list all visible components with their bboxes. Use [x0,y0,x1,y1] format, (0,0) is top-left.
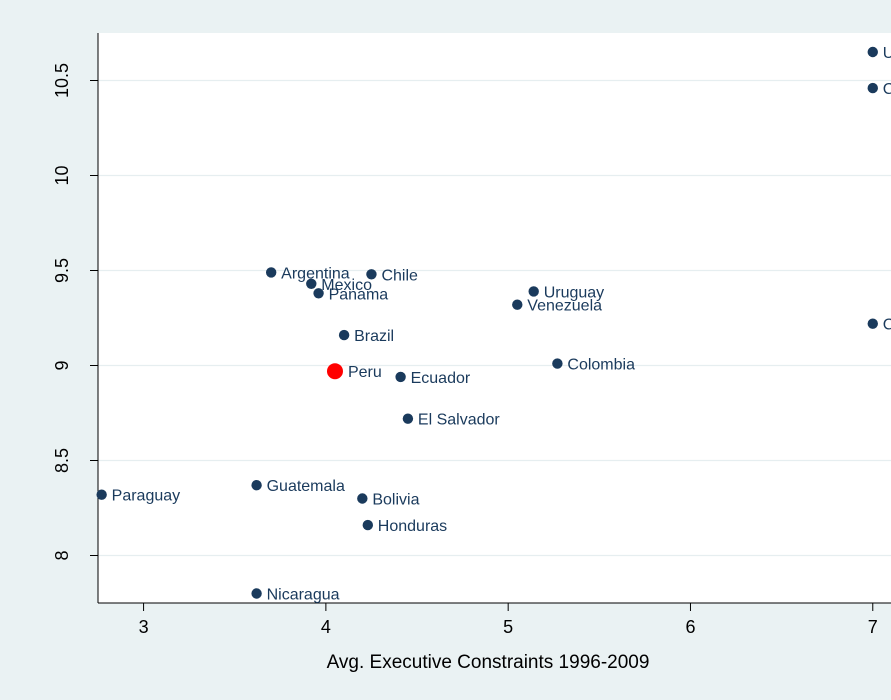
data-point [357,493,368,504]
y-tick-label: 8.5 [52,448,72,473]
data-point [366,269,377,280]
point-label: Argentina [281,265,350,282]
grid-lines [98,79,891,557]
data-point [251,588,262,599]
x-tick-label: 5 [503,617,513,637]
x-tick-label: 3 [139,617,149,637]
data-point [362,519,374,531]
plot-area [98,33,891,603]
x-tick-label: 6 [685,617,695,637]
y-tick-label: 10.5 [52,63,72,98]
data-point [867,318,878,329]
point-label: Chile [381,267,418,284]
point-label: Guatemala [267,478,345,495]
point-label: Paraguay [112,488,180,505]
data-point [512,299,523,310]
point-label: Un [883,45,891,62]
data-point [313,288,324,299]
point-label: El Salvador [418,412,500,429]
point-label: Brazil [354,328,394,345]
data-point [867,46,878,58]
data-point [402,413,414,424]
data-point-highlight [326,363,343,380]
data-point [265,267,277,278]
point-label: Ecuador [411,370,471,387]
data-point [395,371,406,383]
point-label: Panama [329,286,389,303]
data-point [552,358,563,369]
point-label: Peru [348,364,382,381]
x-tick-label: 7 [868,617,878,637]
data-point [528,286,539,297]
data-point [251,480,262,491]
y-tick-label: 9 [52,360,72,370]
point-label: Bolivia [372,492,419,509]
x-axis-title: Avg. Executive Constraints 1996-2009 [327,652,650,673]
point-label: Colombia [567,357,635,374]
point-label: Co [883,317,891,334]
x-tick-label: 4 [321,617,331,637]
point-label: Nicaragua [267,587,340,604]
y-tick-label: 10 [52,165,72,185]
point-label: Mexico [321,277,372,294]
data-point [867,82,878,94]
point-label: Honduras [378,518,447,535]
point-label: Venezuela [527,298,602,315]
point-label: Uruguay [544,284,604,301]
data-point [96,489,107,500]
point-label: Ca [883,81,891,98]
data-point [338,329,350,341]
axes: 8 8.5 9 9.5 10 10.5 3 4 5 6 7 [52,33,891,637]
y-tick-label: 9.5 [52,258,72,283]
y-tick-label: 8 [52,550,72,560]
data-point [306,278,317,289]
